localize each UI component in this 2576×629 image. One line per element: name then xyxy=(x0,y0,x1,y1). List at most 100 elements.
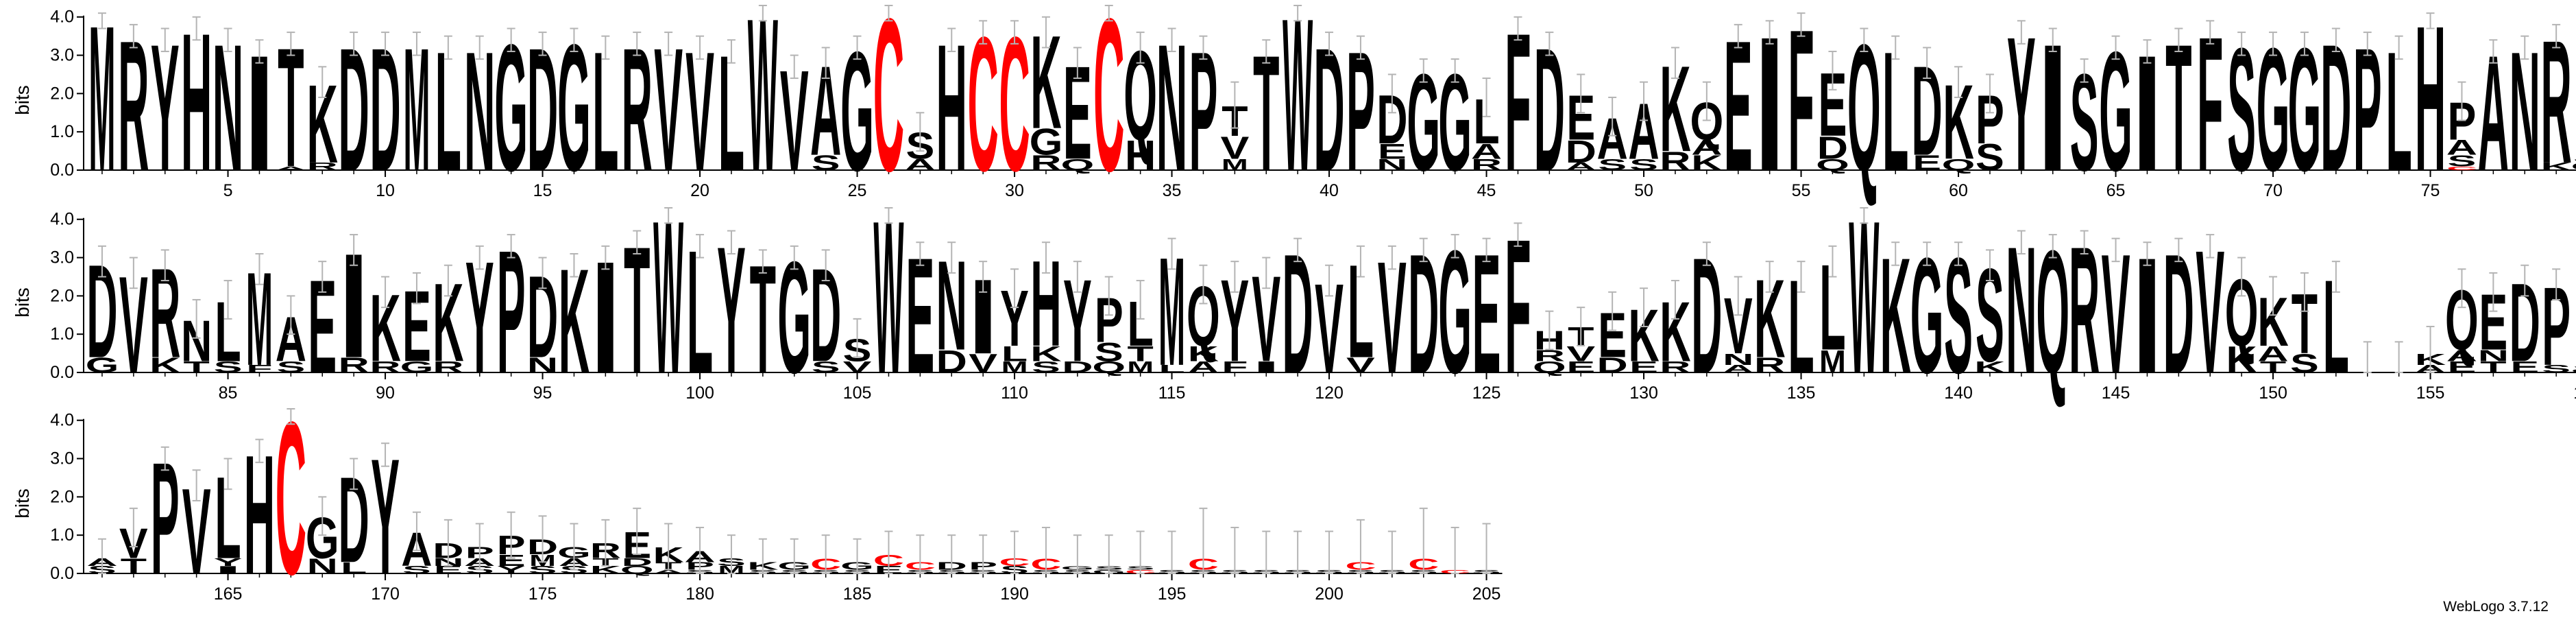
logo-letter: R xyxy=(1660,147,1690,176)
logo-letter: M xyxy=(1222,156,1248,174)
logo-letter: Q xyxy=(620,564,654,575)
logo-letter: S xyxy=(2573,148,2576,166)
y-tick-label: 0.0 xyxy=(50,363,74,382)
logo-letter: T xyxy=(1127,342,1153,366)
logo-letter: L xyxy=(2575,88,2576,166)
x-tick-label: 115 xyxy=(1158,383,1186,403)
x-tick-label: 195 xyxy=(1158,584,1187,604)
logo-letter: Q xyxy=(1533,358,1566,376)
logo-letter: A xyxy=(276,165,306,171)
logo-letter: R xyxy=(338,353,369,377)
logo-letter: H xyxy=(2415,0,2446,215)
x-tick-label: 190 xyxy=(1000,584,1029,604)
logo-letter: A xyxy=(653,569,684,575)
logo-letter: R xyxy=(1471,156,1502,174)
x-tick-label: 160 xyxy=(2573,383,2576,403)
x-tick-label: 10 xyxy=(376,181,395,200)
y-tick-label: 3.0 xyxy=(50,46,74,65)
logo-letter: Q xyxy=(1816,156,1849,174)
logo-letter: V xyxy=(969,349,997,379)
logo-letter: A xyxy=(1566,161,1596,172)
logo-letter: M xyxy=(88,0,115,214)
y-tick-label: 2.0 xyxy=(50,84,74,103)
logo-letter: K xyxy=(590,564,621,575)
logo-letter: G xyxy=(2571,161,2576,172)
x-tick-label: 165 xyxy=(214,584,243,604)
logo-letter: C xyxy=(873,0,904,217)
logo-letter: Y xyxy=(497,564,526,575)
y-tick-label: 1.0 xyxy=(50,122,74,141)
y-tick-label: 4.0 xyxy=(50,8,74,27)
x-tick-label: 205 xyxy=(1472,584,1501,604)
x-tick-label: 105 xyxy=(843,383,872,403)
x-tick-label: 35 xyxy=(1163,181,1182,200)
x-tick-label: 175 xyxy=(528,584,557,604)
logo-letter: A xyxy=(2446,347,2477,365)
logo-letter: Q xyxy=(1092,358,1126,376)
logo-letter: S xyxy=(1629,156,1658,174)
logo-letter: R xyxy=(1754,353,1785,377)
logo-letter: S xyxy=(1095,337,1123,367)
logo-letter: D xyxy=(1062,358,1093,376)
x-tick-label: 135 xyxy=(1787,383,1816,403)
logo-letter: N xyxy=(1376,156,1407,174)
logo-letter: F xyxy=(246,363,272,375)
logo-letter: V xyxy=(843,358,872,376)
logo-letter: V xyxy=(1346,353,1375,377)
logo-letter: F xyxy=(1222,358,1248,376)
logo-letter: D xyxy=(1596,353,1627,377)
x-tick-label: 45 xyxy=(1477,181,1496,200)
y-tick-label: 3.0 xyxy=(50,449,74,468)
logo-letter: S xyxy=(1032,358,1060,376)
y-tick-label: 2.0 xyxy=(50,487,74,506)
logo-letter: G xyxy=(400,358,434,376)
logo-letter: D xyxy=(1566,134,1596,169)
y-tick-label: 1.0 xyxy=(50,525,74,545)
logo-letter: M xyxy=(1127,358,1154,376)
logo-letter: I xyxy=(213,564,243,575)
logo-letter: N xyxy=(307,554,338,578)
y-tick-label: 2.0 xyxy=(50,286,74,305)
x-tick-label: 185 xyxy=(843,584,872,604)
logo-letter: A xyxy=(2446,136,2477,159)
logo-letter: K xyxy=(1974,358,2005,376)
x-tick-label: 55 xyxy=(1792,181,1811,200)
logo-letter: R xyxy=(1660,358,1690,376)
logo-letter: S xyxy=(812,151,840,174)
logo-letter: T xyxy=(121,554,147,578)
logo-letter: S xyxy=(528,564,557,575)
x-tick-label: 150 xyxy=(2259,383,2287,403)
x-tick-label: 90 xyxy=(376,383,395,403)
logo-letter: E xyxy=(434,564,463,575)
y-tick-label: 3.0 xyxy=(50,248,74,268)
x-tick-label: 60 xyxy=(1949,181,1968,200)
logo-letter: S xyxy=(1976,137,2004,178)
logo-letter: S xyxy=(214,358,243,376)
logo-letter: A xyxy=(905,156,936,174)
logo-letter: V xyxy=(1220,130,1249,165)
logo-letter: E xyxy=(2448,358,2477,376)
logo-row-1: 0.0 1.0 2.0 3.0 4.0 bits 5 10 15 20 25 30 35 40 45 50 55… xyxy=(12,0,2576,217)
logo-letter: K xyxy=(149,353,181,377)
y-tick-label: 0.0 xyxy=(50,564,74,583)
logo-letter: H xyxy=(1125,132,1156,180)
logo-letter: S xyxy=(2290,349,2319,379)
logo-letter: N xyxy=(527,353,558,377)
x-tick-label: 40 xyxy=(1320,181,1339,200)
logo-letter: K xyxy=(1030,342,1062,366)
logo-letter: D xyxy=(622,556,653,568)
logo-letter: D xyxy=(936,344,967,379)
logo-letter: Y xyxy=(214,556,243,568)
logo-letter: M xyxy=(1819,344,1846,379)
logo-letter: E xyxy=(1912,151,1941,174)
logo-letter: E xyxy=(1378,140,1407,163)
y-tick-label: 4.0 xyxy=(50,411,74,430)
logo-letter: E xyxy=(2510,358,2539,376)
logo-letter: E xyxy=(1629,358,1658,376)
logo-letter: K xyxy=(2226,340,2257,381)
logo-letter: A xyxy=(2257,342,2288,366)
x-tick-label: 145 xyxy=(2102,383,2130,403)
x-tick-label: 155 xyxy=(2416,383,2445,403)
logo-letter: S xyxy=(812,358,840,376)
